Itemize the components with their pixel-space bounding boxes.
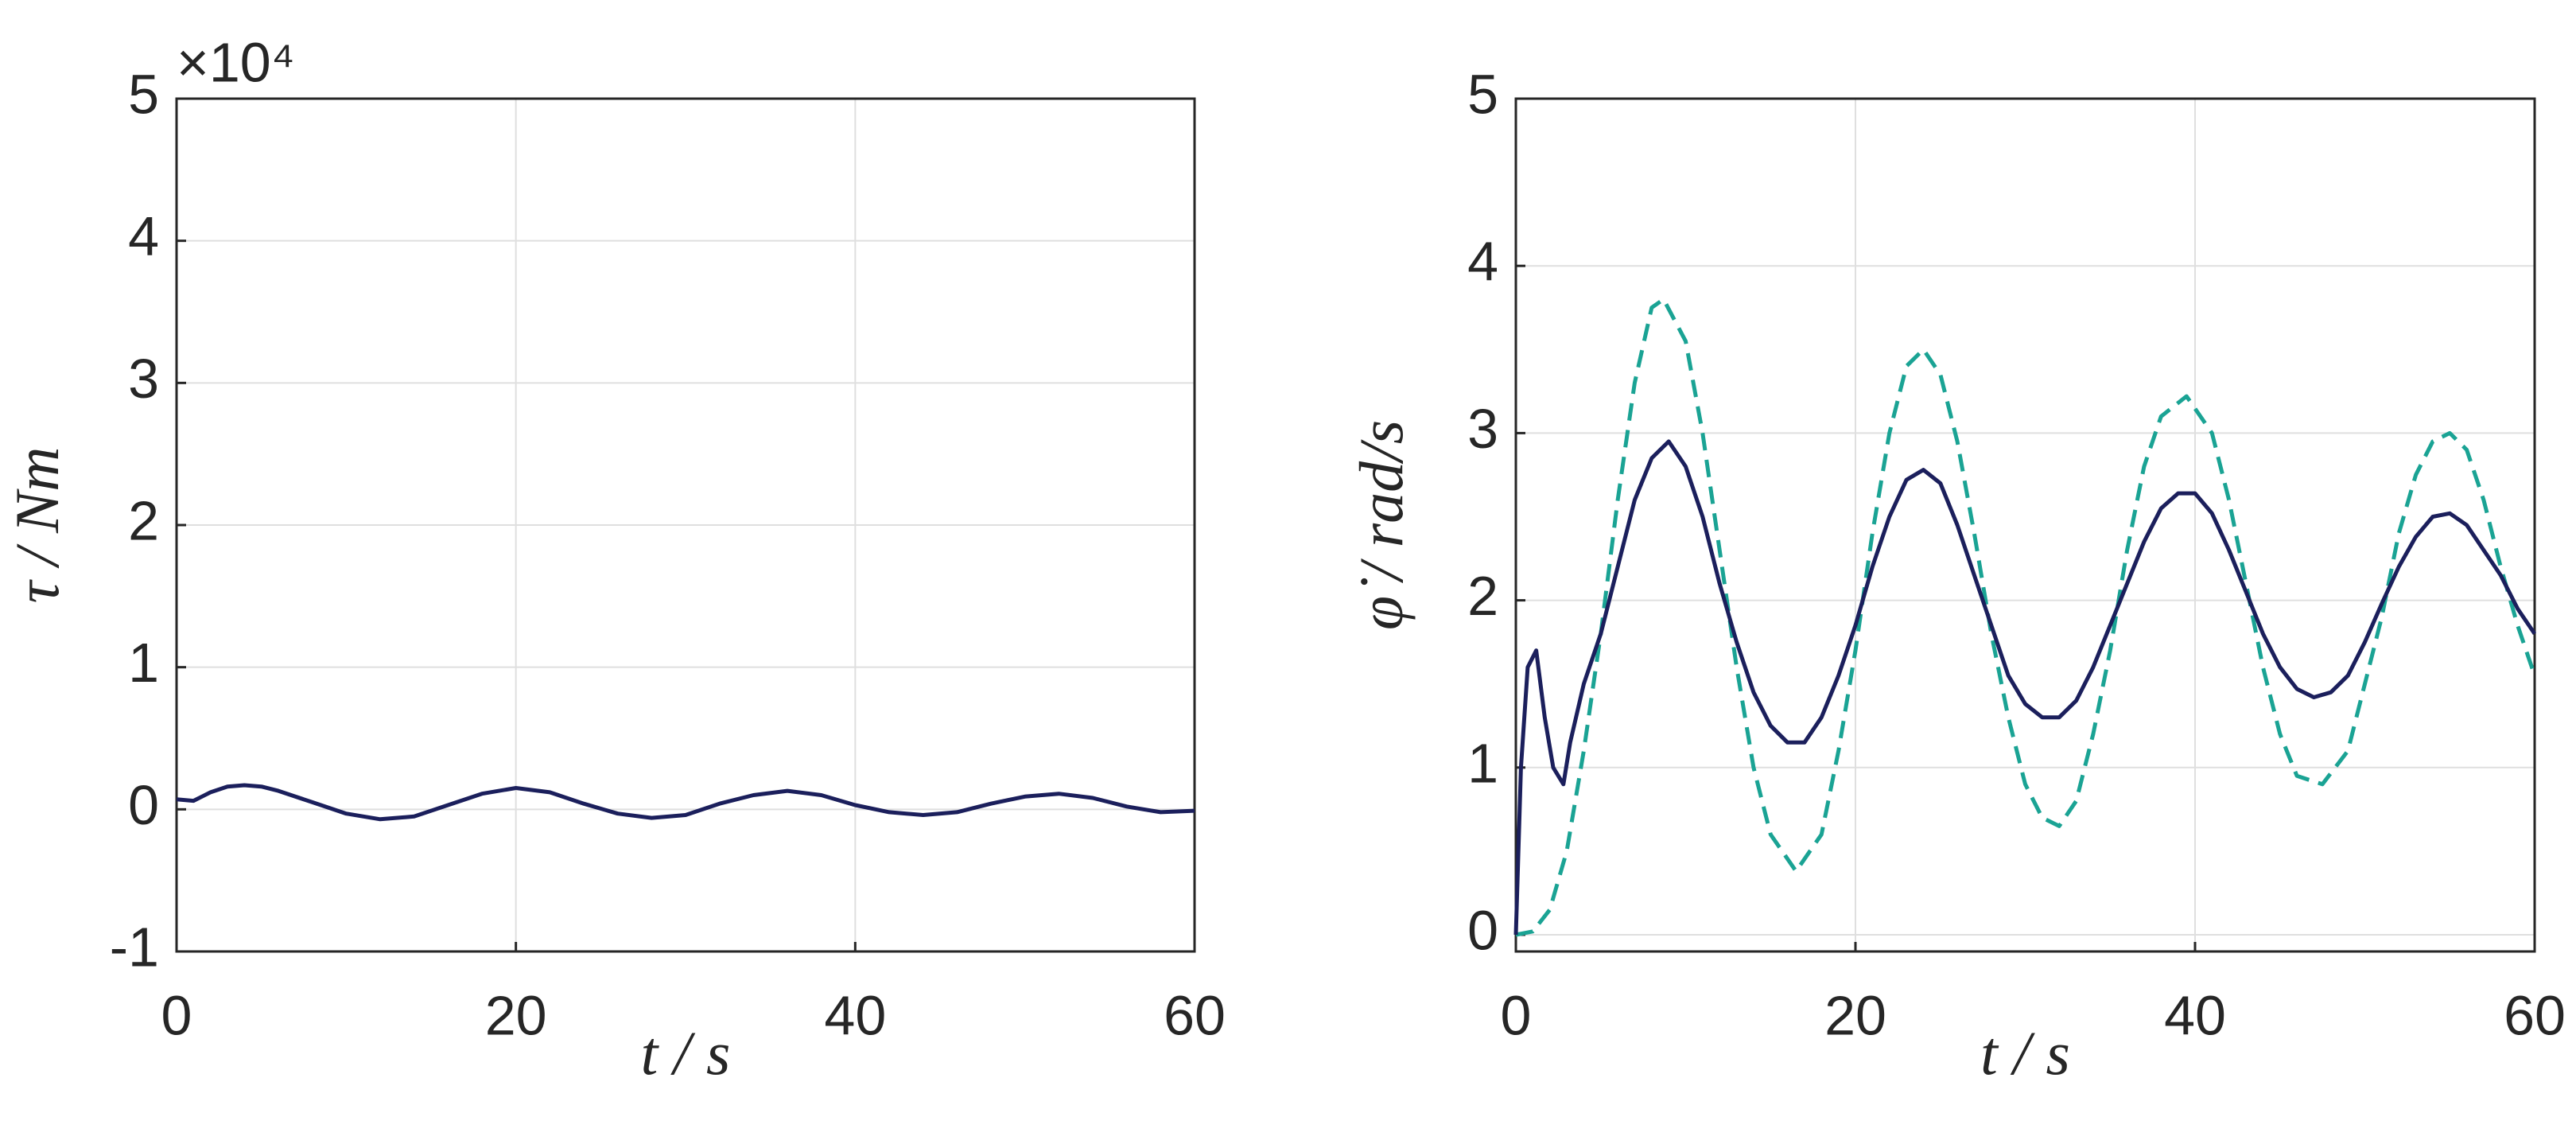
y-tick-label: 4 [1467,231,1498,293]
y-tick-label: -1 [110,916,159,978]
data-line [1513,439,2537,936]
y-tick-label: 3 [1467,398,1498,460]
data-line [176,783,1195,822]
y-exponent: ×10⁴ [177,31,295,93]
x-tick-label: 20 [1824,984,1886,1046]
x-tick-label: 40 [824,984,886,1046]
y-tick-label: 5 [128,63,159,125]
y-tick-label: 1 [128,632,159,694]
x-tick-label: 20 [485,984,547,1046]
x-axis-label: t / s [1980,1018,2070,1088]
y-tick-label: 5 [1467,63,1498,125]
x-tick-label: 40 [2164,984,2226,1046]
y-tick-label: 2 [1467,565,1498,627]
y-tick-label: 4 [128,205,159,267]
axes-box [1514,97,2536,953]
x-tick-label: 0 [1501,984,1532,1046]
x-tick-label: 60 [2504,984,2566,1046]
x-axis-label: t / s [641,1018,731,1088]
y-tick-label: 1 [1467,732,1498,794]
x-tick-label: 60 [1164,984,1226,1046]
y-tick-label: 0 [1467,899,1498,961]
data-line [1515,297,2537,937]
x-tick-label: 0 [161,984,192,1046]
y-tick-label: 3 [128,348,159,410]
y-axis-label: τ / Nm [2,447,72,604]
y-tick-label: 2 [128,489,159,551]
y-axis-label: φ̇ / rad/s [1346,420,1416,630]
axes-box [175,97,1196,953]
y-tick-label: 0 [128,774,159,836]
